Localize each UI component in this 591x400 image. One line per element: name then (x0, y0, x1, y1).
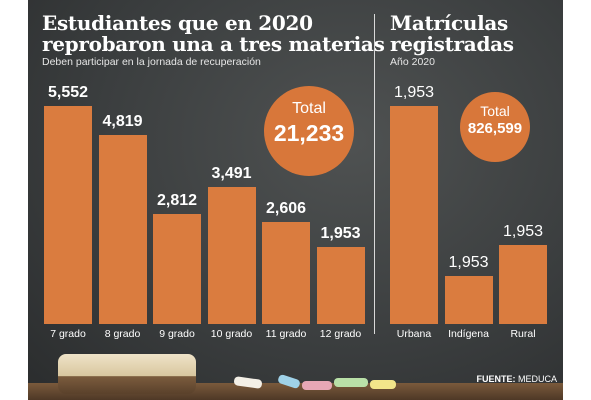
data-label: 1,953 (502, 223, 544, 240)
data-label: 2,606 (265, 199, 307, 217)
bar-indígena (444, 276, 493, 324)
category-label: 11 grado (265, 328, 307, 340)
category-label: 9 grado (159, 328, 195, 340)
left-subtitle: Deben participar en la jornada de recupe… (42, 56, 261, 68)
bar-urbana (390, 106, 438, 324)
category-label: 8 grado (104, 328, 141, 340)
source-value: MEDUCA (517, 374, 557, 384)
data-label: 3,491 (211, 164, 252, 182)
eraser-image (58, 354, 196, 394)
data-label: 1,953 (393, 84, 435, 101)
right-total-circle: Total 826,599 (460, 92, 530, 162)
source-label: FUENTE: (476, 374, 516, 384)
infographic: Estudiantes que en 2020 reprobaron una a… (28, 0, 563, 400)
right-title-line1: Matrículas (390, 11, 509, 35)
right-subtitle: Año 2020 (390, 56, 435, 68)
left-total-value: 21,233 (273, 120, 345, 146)
right-title: Matrículas registradas (390, 13, 514, 55)
category-label: 7 grado (50, 328, 86, 340)
right-title-line2: registradas (390, 32, 514, 56)
left-title-line1: Estudiantes que en 2020 (42, 11, 313, 35)
data-label: 2,812 (156, 191, 198, 209)
bar-12-grado (316, 247, 365, 324)
category-label: Indígena (448, 328, 489, 340)
bar-rural (499, 245, 547, 324)
category-label: Rural (510, 328, 536, 340)
chalk-green-image (334, 378, 368, 387)
bar-7-grado (44, 106, 92, 324)
data-label: 1,953 (448, 254, 489, 271)
left-total-circle: Total 21,233 (264, 86, 354, 176)
left-total-label: Total (292, 100, 326, 117)
chalk-pink-image (302, 381, 332, 390)
category-label: Urbana (396, 328, 432, 340)
bar-8-grado (98, 134, 147, 324)
category-label: 12 grado (319, 328, 362, 340)
right-total-value: 826,599 (467, 120, 523, 137)
left-title: Estudiantes que en 2020 reprobaron una a… (42, 13, 385, 55)
left-title-line2: reprobaron una a tres materias (42, 32, 385, 56)
data-label: 1,953 (320, 225, 361, 243)
chalk-yellow-image (370, 380, 396, 389)
category-label: 10 grado (210, 328, 253, 340)
bar-9-grado (153, 213, 201, 324)
data-label: 5,552 (47, 84, 89, 101)
panel-divider (374, 14, 375, 334)
bar-10-grado (207, 186, 256, 324)
right-total-label: Total (480, 103, 510, 119)
data-label: 4,819 (102, 112, 143, 130)
source-note: FUENTE: MEDUCA (476, 374, 557, 384)
bar-11-grado (262, 221, 310, 324)
